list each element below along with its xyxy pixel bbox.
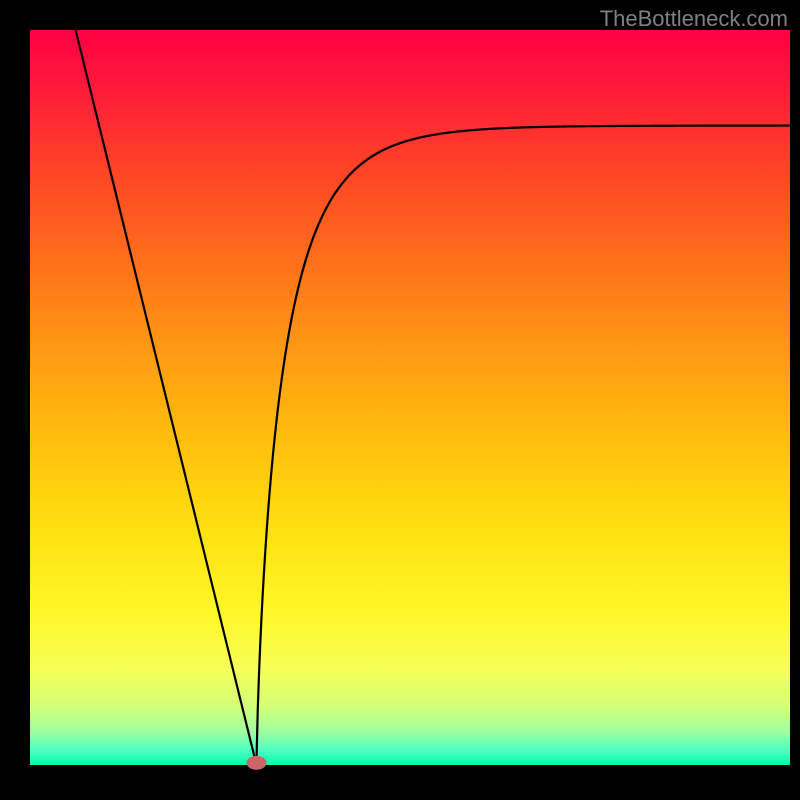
watermark-text: TheBottleneck.com: [600, 6, 788, 32]
figure-root: TheBottleneck.com: [0, 0, 800, 800]
plot-gradient-background: [30, 30, 790, 765]
